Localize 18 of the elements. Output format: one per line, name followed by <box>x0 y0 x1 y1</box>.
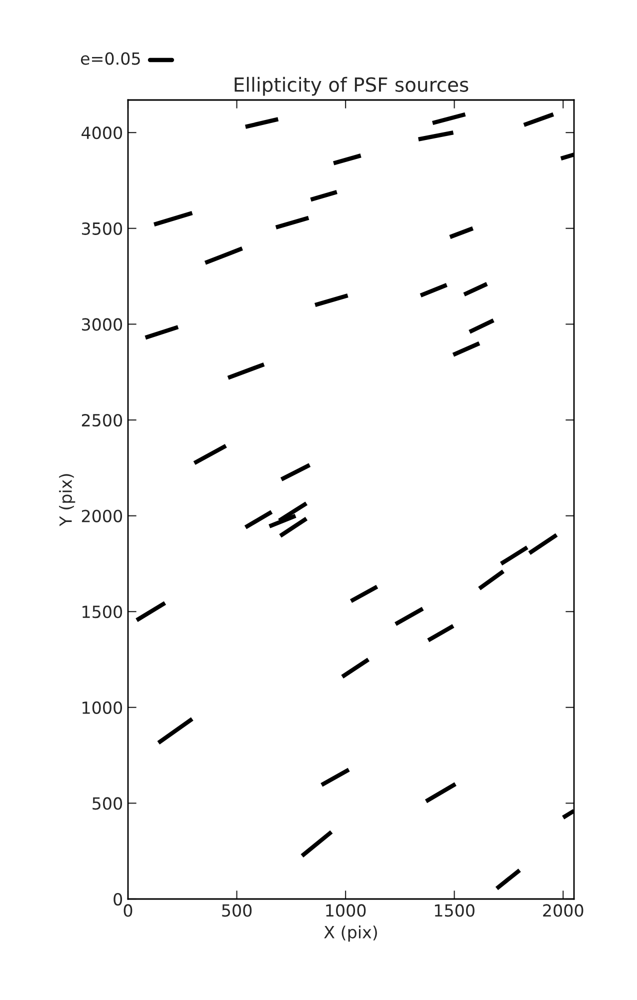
y-tick-label: 500 <box>92 797 122 810</box>
y-tick-label: 2000 <box>82 510 122 522</box>
x-tick-label: 500 <box>222 904 252 917</box>
y-tick-label: 3500 <box>82 222 122 235</box>
y-tick-label: 3000 <box>82 318 122 331</box>
chart-title: Ellipticity of PSF sources <box>234 76 468 96</box>
y-tick-label: 1500 <box>82 606 122 618</box>
x-tick-label: 2000 <box>543 904 584 917</box>
x-axis-title: X (pix) <box>324 926 377 942</box>
y-axis-title: Y (pix) <box>59 474 76 526</box>
y-tick-label: 4000 <box>82 126 122 140</box>
y-tick-label: 0 <box>114 892 122 906</box>
x-tick-label: 0 <box>124 904 132 917</box>
y-tick-label: 2500 <box>82 414 122 427</box>
x-tick-label: 1000 <box>326 904 366 917</box>
x-tick-label: 1500 <box>434 904 474 917</box>
y-tick-label: 1000 <box>82 701 122 714</box>
text: e=0.05 <box>80 52 140 65</box>
